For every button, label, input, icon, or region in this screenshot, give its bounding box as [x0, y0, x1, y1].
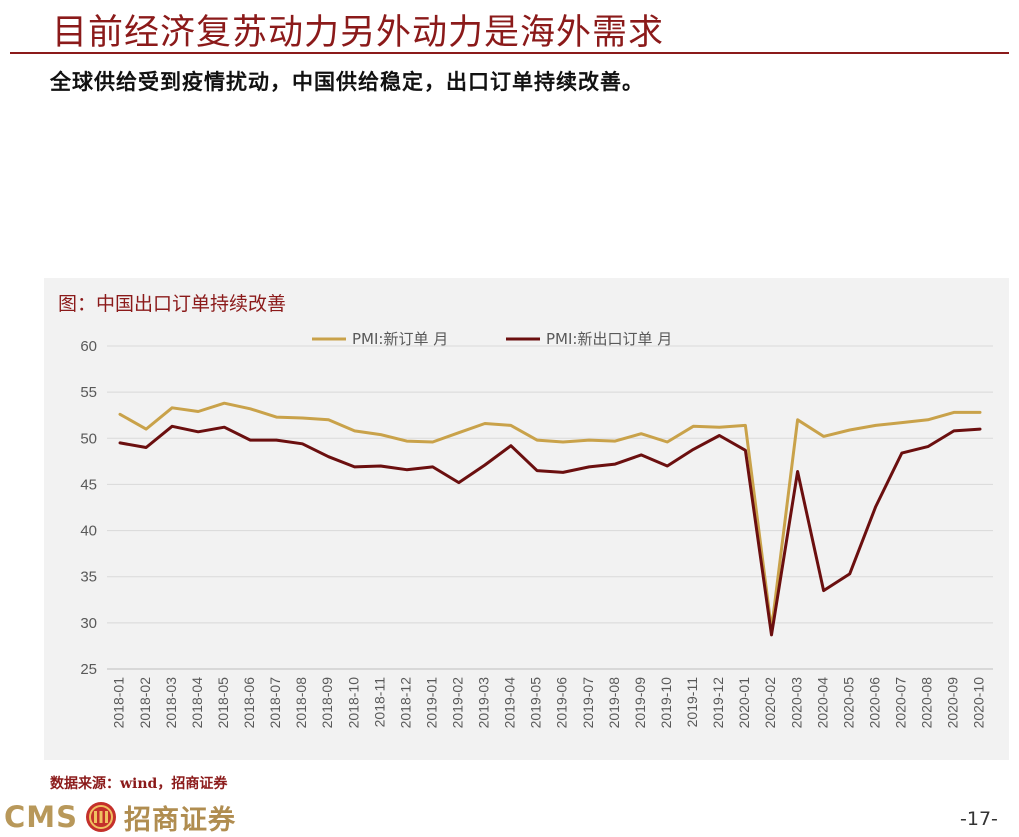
y-tick-label: 45: [80, 476, 97, 493]
x-tick-label: 2018-11: [371, 677, 387, 728]
x-tick-label: 2019-10: [658, 677, 674, 729]
x-tick-label: 2018-05: [215, 677, 231, 729]
x-tick-label: 2018-08: [293, 677, 309, 729]
x-tick-label: 2019-11: [684, 677, 700, 728]
x-tick-label: 2018-07: [267, 677, 283, 729]
legend-label-2: PMI:新出口订单 月: [546, 330, 672, 348]
x-tick-label: 2018-03: [163, 677, 179, 729]
page-title: 目前经济复苏动力另外动力是海外需求: [52, 13, 665, 53]
x-tick-label: 2018-02: [137, 677, 153, 729]
x-tick-label: 2019-09: [632, 677, 648, 729]
x-tick-label: 2020-03: [788, 677, 804, 729]
x-tick-label: 2020-02: [762, 677, 778, 729]
page-subtitle: 全球供给受到疫情扰动，中国供给稳定，出口订单持续改善。: [50, 70, 644, 94]
line-chart: 25 30 35 40 45 50 55 60 2018-01 2018-02 2018-03 201…: [80, 330, 993, 729]
series-line-2: [118, 424, 982, 637]
x-tick-label: 2018-04: [189, 677, 205, 729]
legend-label-1: PMI:新订单 月: [352, 330, 448, 348]
y-tick-label: 25: [80, 661, 97, 678]
x-tick-label: 2020-01: [736, 677, 752, 729]
x-tick-label: 2019-06: [554, 677, 570, 729]
x-tick-label: 2020-08: [919, 677, 935, 729]
data-source-note: 数据来源：wind，招商证券: [50, 776, 228, 792]
x-tick-label: 2018-10: [345, 677, 361, 729]
x-tick-label: 2019-01: [423, 677, 439, 729]
x-tick-label: 2019-03: [476, 677, 492, 729]
x-tick-label: 2018-01: [111, 677, 127, 729]
x-tick-label: 2019-07: [580, 677, 596, 729]
y-tick-label: 55: [80, 384, 97, 401]
logo-emblem-icon: [86, 802, 117, 832]
x-tick-label: 2020-06: [866, 677, 882, 729]
x-tick-label: 2018-12: [397, 677, 413, 729]
y-tick-label: 30: [80, 615, 97, 632]
logo-chinese-text: 招商证券: [124, 804, 237, 836]
x-tick-label: 2020-09: [945, 677, 961, 729]
title-divider: [10, 52, 1009, 54]
y-tick-label: 40: [80, 523, 97, 540]
chart-panel: [44, 278, 1009, 760]
x-tick-label: 2020-07: [892, 677, 908, 729]
x-tick-label: 2018-09: [319, 677, 335, 729]
y-tick-label: 50: [80, 430, 97, 447]
x-tick-label: 2019-05: [528, 677, 544, 729]
logo-latin-text: CMS: [4, 800, 79, 834]
x-tick-label: 2020-04: [814, 677, 830, 729]
x-tick-label: 2018-06: [241, 677, 257, 729]
company-logo: CMS 招商证券: [4, 797, 236, 837]
x-tick-label: 2019-08: [606, 677, 622, 729]
x-tick-label: 2020-10: [971, 677, 987, 729]
x-tick-label: 2019-04: [502, 677, 518, 729]
page-number: -17-: [960, 808, 998, 830]
x-tick-label: 2019-12: [710, 677, 726, 729]
y-tick-label: 35: [80, 569, 97, 586]
y-tick-label: 60: [80, 338, 97, 355]
series-line-1: [118, 401, 982, 631]
x-tick-label: 2019-02: [449, 677, 465, 729]
chart-title: 图：中国出口订单持续改善: [58, 293, 287, 315]
x-tick-label: 2020-05: [840, 677, 856, 729]
